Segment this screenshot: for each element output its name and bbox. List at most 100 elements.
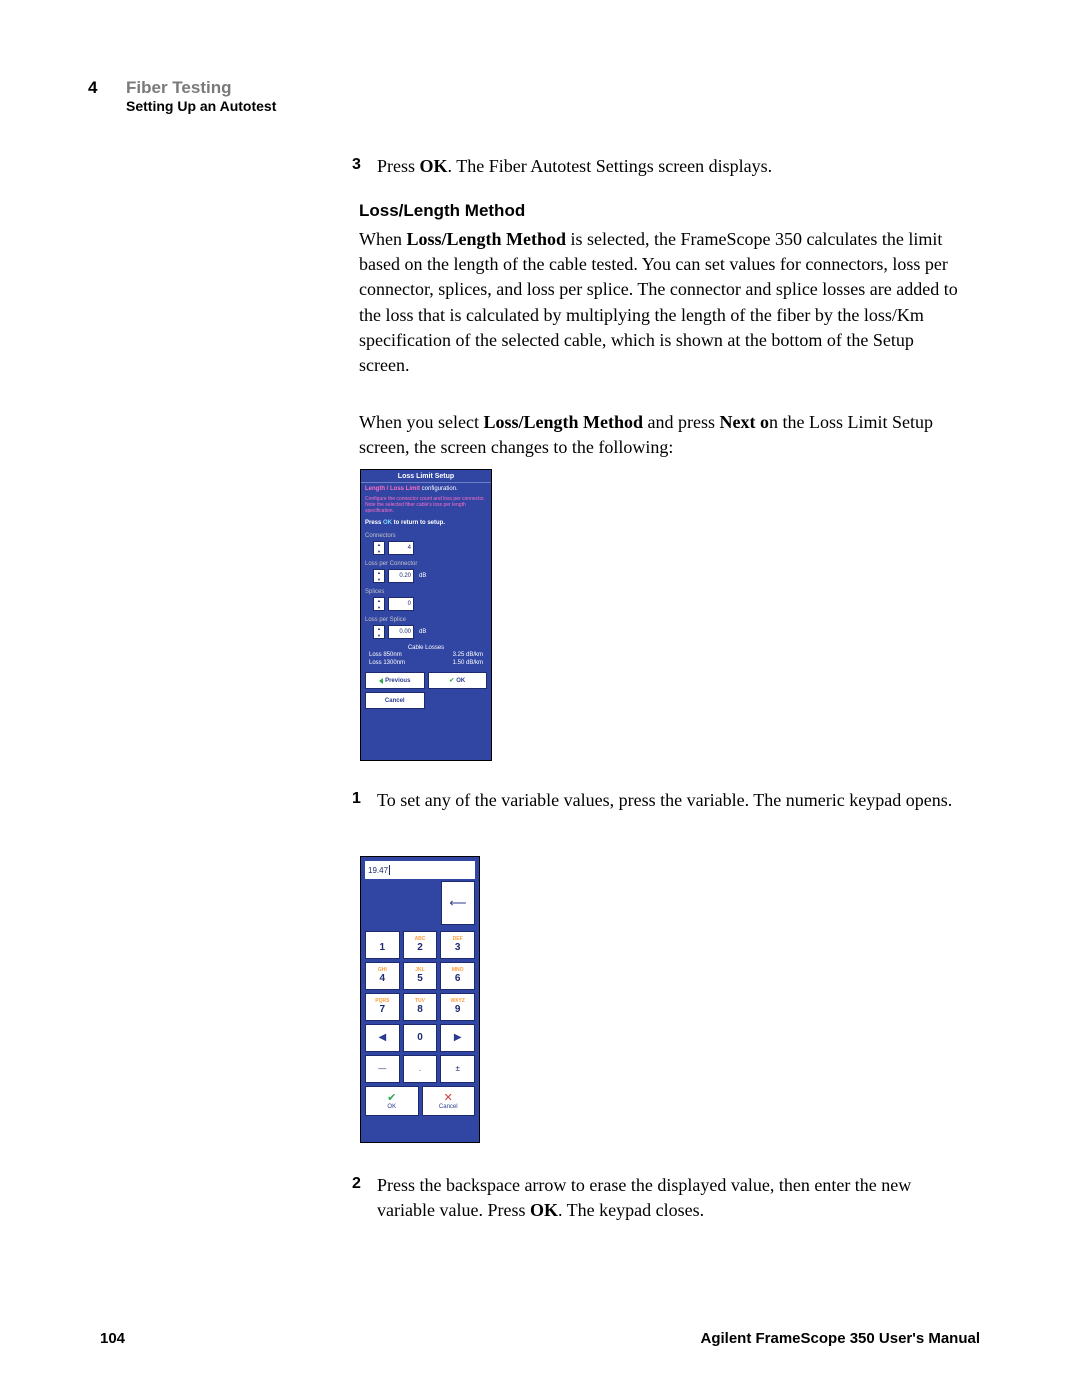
loss-per-connector-label: Loss per Connector xyxy=(361,558,491,567)
key-dot[interactable]: . xyxy=(403,1055,438,1083)
key-dash-label: — xyxy=(378,1065,386,1073)
device1-subtitle: Length / Loss Limit configuration. xyxy=(361,483,491,494)
keypad-cancel-label: Cancel xyxy=(439,1104,458,1111)
device1-sub-rest: configuration. xyxy=(420,486,458,492)
key-right-arrow[interactable]: ▶ xyxy=(440,1024,475,1052)
step-number-3: 3 xyxy=(352,156,361,174)
backspace-icon: ⟵ xyxy=(449,896,466,910)
key-dot-label: . xyxy=(419,1065,421,1073)
connectors-field[interactable]: 4 xyxy=(388,541,414,555)
key-5-label: 5 xyxy=(417,974,423,984)
para1-b: Loss/Length Method xyxy=(406,229,566,249)
key-9-label: 9 xyxy=(455,1005,461,1015)
key-5[interactable]: JKL5 xyxy=(403,962,438,990)
splices-field[interactable]: 0 xyxy=(388,597,414,611)
step-number-1b: 1 xyxy=(352,790,361,808)
loss-per-connector-spinner[interactable]: ▲▼ xyxy=(373,569,385,583)
loss-1300-value: 1.50 dB/km xyxy=(453,660,483,666)
page-number: 104 xyxy=(100,1330,125,1347)
key-9[interactable]: WXYZ9 xyxy=(440,993,475,1021)
keypad-display-value: 19.47 xyxy=(368,866,388,875)
key-0-label: 0 xyxy=(417,1033,423,1043)
keypad-cancel-x-icon: ✕ xyxy=(444,1092,453,1104)
key-1[interactable]: 1 xyxy=(365,931,400,959)
key-8[interactable]: TUV8 xyxy=(403,993,438,1021)
para2-d: Next o xyxy=(719,412,768,432)
section-title: Setting Up an Autotest xyxy=(126,98,276,114)
loss-per-splice-unit: dB xyxy=(419,629,426,635)
key-6[interactable]: MNO6 xyxy=(440,962,475,990)
cable-losses-title: Cable Losses xyxy=(361,642,491,651)
keypad-ok-button[interactable]: ✔ OK xyxy=(365,1086,419,1116)
cancel-button-label: Cancel xyxy=(385,698,405,704)
step-3-text: Press OK. The Fiber Autotest Settings sc… xyxy=(377,154,957,179)
backspace-button[interactable]: ⟵ xyxy=(441,881,475,925)
d1-press-b: OK xyxy=(383,520,392,526)
step-1b-text: To set any of the variable values, press… xyxy=(377,788,962,813)
step-number-2b: 2 xyxy=(352,1175,361,1193)
key-2-label: 2 xyxy=(417,943,423,953)
key-left-arrow[interactable]: ◀ xyxy=(365,1024,400,1052)
loss-850-label: Loss 850nm xyxy=(369,652,402,658)
step3-text-b: . The Fiber Autotest Settings screen dis… xyxy=(448,156,773,176)
device1-instr-text: Configure the connector count and loss p… xyxy=(365,496,485,514)
connectors-spinner[interactable]: ▲▼ xyxy=(373,541,385,555)
key-7[interactable]: PQRS7 xyxy=(365,993,400,1021)
keypad-ok-check-icon: ✔ xyxy=(387,1092,396,1104)
step3-bold: OK xyxy=(420,156,448,176)
keypad-ok-label: OK xyxy=(387,1104,396,1111)
para2-a: When you select xyxy=(359,412,483,432)
connectors-label: Connectors xyxy=(361,530,491,539)
splices-spinner[interactable]: ▲▼ xyxy=(373,597,385,611)
paragraph-2: When you select Loss/Length Method and p… xyxy=(359,410,959,460)
key-0[interactable]: 0 xyxy=(403,1024,438,1052)
step2b-c: . The keypad closes. xyxy=(558,1200,704,1220)
key-3-label: 3 xyxy=(455,943,461,953)
para1-c: is selected, the FrameScope 350 calculat… xyxy=(359,229,958,375)
key-6-label: 6 xyxy=(455,974,461,984)
loss-per-splice-spinner[interactable]: ▲▼ xyxy=(373,625,385,639)
left-arrow-icon: ◀ xyxy=(378,1033,386,1043)
key-2[interactable]: ABC2 xyxy=(403,931,438,959)
device1-title: Loss Limit Setup xyxy=(361,470,491,483)
splices-label: Splices xyxy=(361,586,491,595)
para1-a: When xyxy=(359,229,406,249)
loss-per-connector-unit: dB xyxy=(419,573,426,579)
ok-button[interactable]: ✔ OK xyxy=(428,672,488,689)
loss-1300-line: Loss 1300nm 1.50 dB/km xyxy=(361,659,491,667)
key-4-label: 4 xyxy=(380,974,386,984)
loss-per-splice-label: Loss per Splice xyxy=(361,614,491,623)
step3-text-a: Press xyxy=(377,156,420,176)
key-4[interactable]: GHI4 xyxy=(365,962,400,990)
d1-press-c: to return to setup. xyxy=(392,520,445,526)
chapter-number: 4 xyxy=(88,78,97,98)
keypad-cancel-button[interactable]: ✕ Cancel xyxy=(422,1086,476,1116)
loss-per-connector-field[interactable]: 0.20 xyxy=(388,569,414,583)
key-3[interactable]: DEF3 xyxy=(440,931,475,959)
ok-check-icon: ✔ xyxy=(449,677,454,684)
para2-b: Loss/Length Method xyxy=(483,412,643,432)
loss-limit-setup-screenshot: Loss Limit Setup Length / Loss Limit con… xyxy=(360,469,492,761)
loss-850-value: 3.25 dB/km xyxy=(453,652,483,658)
keypad-cursor xyxy=(389,865,390,875)
key-dash[interactable]: — xyxy=(365,1055,400,1083)
previous-arrow-icon xyxy=(379,678,383,684)
numeric-keypad-screenshot: 19.47 ⟵ 1 ABC2 DEF3 GHI4 JKL5 MNO6 PQRS7… xyxy=(360,856,480,1143)
loss-per-splice-field[interactable]: 0.00 xyxy=(388,625,414,639)
device1-sub-pink: Length / Loss Limit xyxy=(365,486,420,492)
step2b-b: OK xyxy=(530,1200,558,1220)
key-7-label: 7 xyxy=(380,1005,386,1015)
previous-button[interactable]: Previous xyxy=(365,672,425,689)
cancel-button[interactable]: Cancel xyxy=(365,692,425,709)
device1-press-line: Press OK to return to setup. xyxy=(361,518,491,530)
device1-instructions: Configure the connector count and loss p… xyxy=(361,494,491,518)
key-plusminus[interactable]: ± xyxy=(440,1055,475,1083)
keypad-display[interactable]: 19.47 xyxy=(365,861,475,879)
step-2b-text: Press the backspace arrow to erase the d… xyxy=(377,1173,972,1223)
previous-button-label: Previous xyxy=(385,678,410,684)
ok-button-label: OK xyxy=(456,678,465,684)
key-1-label: 1 xyxy=(380,943,386,953)
paragraph-1: When Loss/Length Method is selected, the… xyxy=(359,227,959,378)
right-arrow-icon: ▶ xyxy=(454,1033,462,1043)
loss-850-line: Loss 850nm 3.25 dB/km xyxy=(361,651,491,659)
